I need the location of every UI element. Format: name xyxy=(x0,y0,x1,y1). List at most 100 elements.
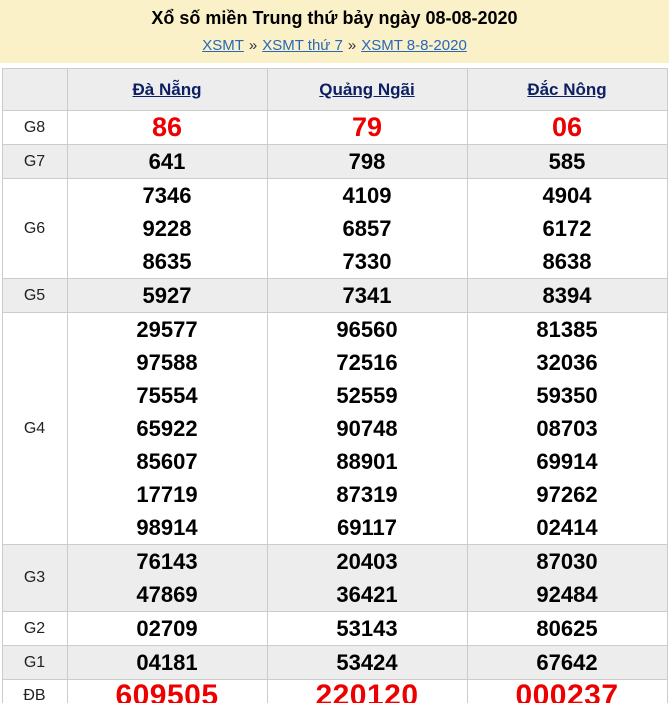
page-header: Xổ số miền Trung thứ bảy ngày 08-08-2020… xyxy=(0,0,669,63)
prize-row-g1: G1 04181 53424 67642 xyxy=(1,645,668,680)
prize-number: 29577 xyxy=(136,317,198,342)
prize-cell: 80625 xyxy=(466,611,668,646)
prize-row-đb: ĐB 609505 220120 000237 xyxy=(1,679,668,703)
prize-label: G8 xyxy=(1,110,68,145)
prize-cell: 06 xyxy=(466,110,668,145)
prize-number: 32036 xyxy=(536,350,598,375)
prize-row-g6: G6 7346 9228 8635 4109 6857 7330 4904 6172 8638 xyxy=(1,178,668,279)
breadcrumb-separator: » xyxy=(347,37,357,54)
results-table: Đà Nẵng Quảng Ngãi Đắc Nông G8 86 79 06 G7 64… xyxy=(1,68,668,703)
prize-cell: 4904 6172 8638 xyxy=(466,178,668,279)
prize-label: ĐB xyxy=(1,679,68,703)
prize-number: 7330 xyxy=(342,249,392,274)
prize-number: 59350 xyxy=(536,383,598,408)
prize-number: 20403 xyxy=(336,549,398,574)
breadcrumb-separator: » xyxy=(248,37,258,54)
column-header-dac-nong[interactable]: Đắc Nông xyxy=(527,79,607,99)
prize-number: 02414 xyxy=(536,515,598,540)
prize-number: 87030 xyxy=(536,549,598,574)
prize-number: 000237 xyxy=(515,679,619,703)
prize-cell: 87030 92484 xyxy=(466,544,668,612)
breadcrumb-link-xsmt[interactable]: XSMT xyxy=(202,37,244,54)
prize-cell: 798 xyxy=(266,144,468,179)
prize-number: 85607 xyxy=(136,449,198,474)
prize-number: 8394 xyxy=(542,283,592,308)
prize-cell: 220120 xyxy=(266,679,468,703)
prize-number: 641 xyxy=(148,149,186,174)
prize-number: 220120 xyxy=(315,679,419,703)
prize-number: 97262 xyxy=(536,482,598,507)
prize-cell: 641 xyxy=(66,144,268,179)
corner-cell xyxy=(1,68,68,111)
prize-number: 7346 xyxy=(142,183,192,208)
prize-cell: 000237 xyxy=(466,679,668,703)
prize-cell: 5927 xyxy=(66,278,268,313)
prize-number: 17719 xyxy=(136,482,198,507)
prize-cell: 04181 xyxy=(66,645,268,680)
prize-number: 4904 xyxy=(542,183,592,208)
prize-label: G5 xyxy=(1,278,68,313)
prize-number: 04181 xyxy=(136,650,198,675)
column-header-quang-ngai[interactable]: Quảng Ngãi xyxy=(319,79,415,99)
prize-row-g2: G2 02709 53143 80625 xyxy=(1,611,668,646)
prize-cell: 20403 36421 xyxy=(266,544,468,612)
prize-cell: 7346 9228 8635 xyxy=(66,178,268,279)
prize-number: 98914 xyxy=(136,515,198,540)
prize-row-g8: G8 86 79 06 xyxy=(1,110,668,145)
prize-number: 9228 xyxy=(142,216,192,241)
prize-number: 06 xyxy=(551,112,583,142)
prize-number: 7341 xyxy=(342,283,392,308)
prize-number: 72516 xyxy=(336,350,398,375)
prize-number: 798 xyxy=(348,149,386,174)
prize-number: 96560 xyxy=(336,317,398,342)
prize-number: 69914 xyxy=(536,449,598,474)
prize-number: 80625 xyxy=(536,616,598,641)
prize-row-g7: G7 641 798 585 xyxy=(1,144,668,179)
prize-number: 76143 xyxy=(136,549,198,574)
prize-label: G2 xyxy=(1,611,68,646)
prize-cell: 67642 xyxy=(466,645,668,680)
prize-number: 52559 xyxy=(336,383,398,408)
prize-number: 92484 xyxy=(536,582,598,607)
prize-cell: 609505 xyxy=(66,679,268,703)
results-table-body: G8 86 79 06 G7 641 798 585 G6 7346 9228 8635 4109 685… xyxy=(1,110,668,703)
prize-number: 53424 xyxy=(336,650,398,675)
prize-number: 79 xyxy=(351,112,383,142)
prize-cell: 96560 72516 52559 90748 88901 87319 69117 xyxy=(266,312,468,545)
prize-number: 8635 xyxy=(142,249,192,274)
prize-number: 69117 xyxy=(337,515,397,540)
prize-cell: 79 xyxy=(266,110,468,145)
prize-number: 5927 xyxy=(142,283,192,308)
prize-cell: 86 xyxy=(66,110,268,145)
prize-number: 6857 xyxy=(342,216,392,241)
prize-row-g5: G5 5927 7341 8394 xyxy=(1,278,668,313)
prize-number: 75554 xyxy=(136,383,198,408)
prize-label: G4 xyxy=(1,312,68,545)
prize-cell: 29577 97588 75554 65922 85607 17719 98914 xyxy=(66,312,268,545)
breadcrumb-link-xsmt-thu-7[interactable]: XSMT thứ 7 xyxy=(262,37,343,54)
prize-number: 6172 xyxy=(542,216,592,241)
prize-cell: 8394 xyxy=(466,278,668,313)
prize-number: 90748 xyxy=(336,416,398,441)
breadcrumb-link-xsmt-date[interactable]: XSMT 8-8-2020 xyxy=(361,37,467,54)
prize-number: 8638 xyxy=(542,249,592,274)
prize-cell: 53143 xyxy=(266,611,468,646)
prize-label: G3 xyxy=(1,544,68,612)
prize-number: 585 xyxy=(548,149,586,174)
prize-number: 53143 xyxy=(336,616,398,641)
prize-row-g3: G3 76143 47869 20403 36421 87030 92484 xyxy=(1,544,668,612)
prize-cell: 76143 47869 xyxy=(66,544,268,612)
prize-cell: 4109 6857 7330 xyxy=(266,178,468,279)
column-header-da-nang[interactable]: Đà Nẵng xyxy=(132,79,202,99)
prize-number: 609505 xyxy=(115,679,219,703)
column-header-row: Đà Nẵng Quảng Ngãi Đắc Nông xyxy=(1,68,668,111)
prize-number: 65922 xyxy=(136,416,198,441)
prize-label: G6 xyxy=(1,178,68,279)
breadcrumb: XSMT» XSMT thứ 7» XSMT 8-8-2020 xyxy=(0,36,669,55)
prize-number: 08703 xyxy=(536,416,598,441)
prize-number: 88901 xyxy=(336,449,398,474)
prize-cell: 81385 32036 59350 08703 69914 97262 02414 xyxy=(466,312,668,545)
prize-cell: 53424 xyxy=(266,645,468,680)
prize-number: 67642 xyxy=(536,650,598,675)
